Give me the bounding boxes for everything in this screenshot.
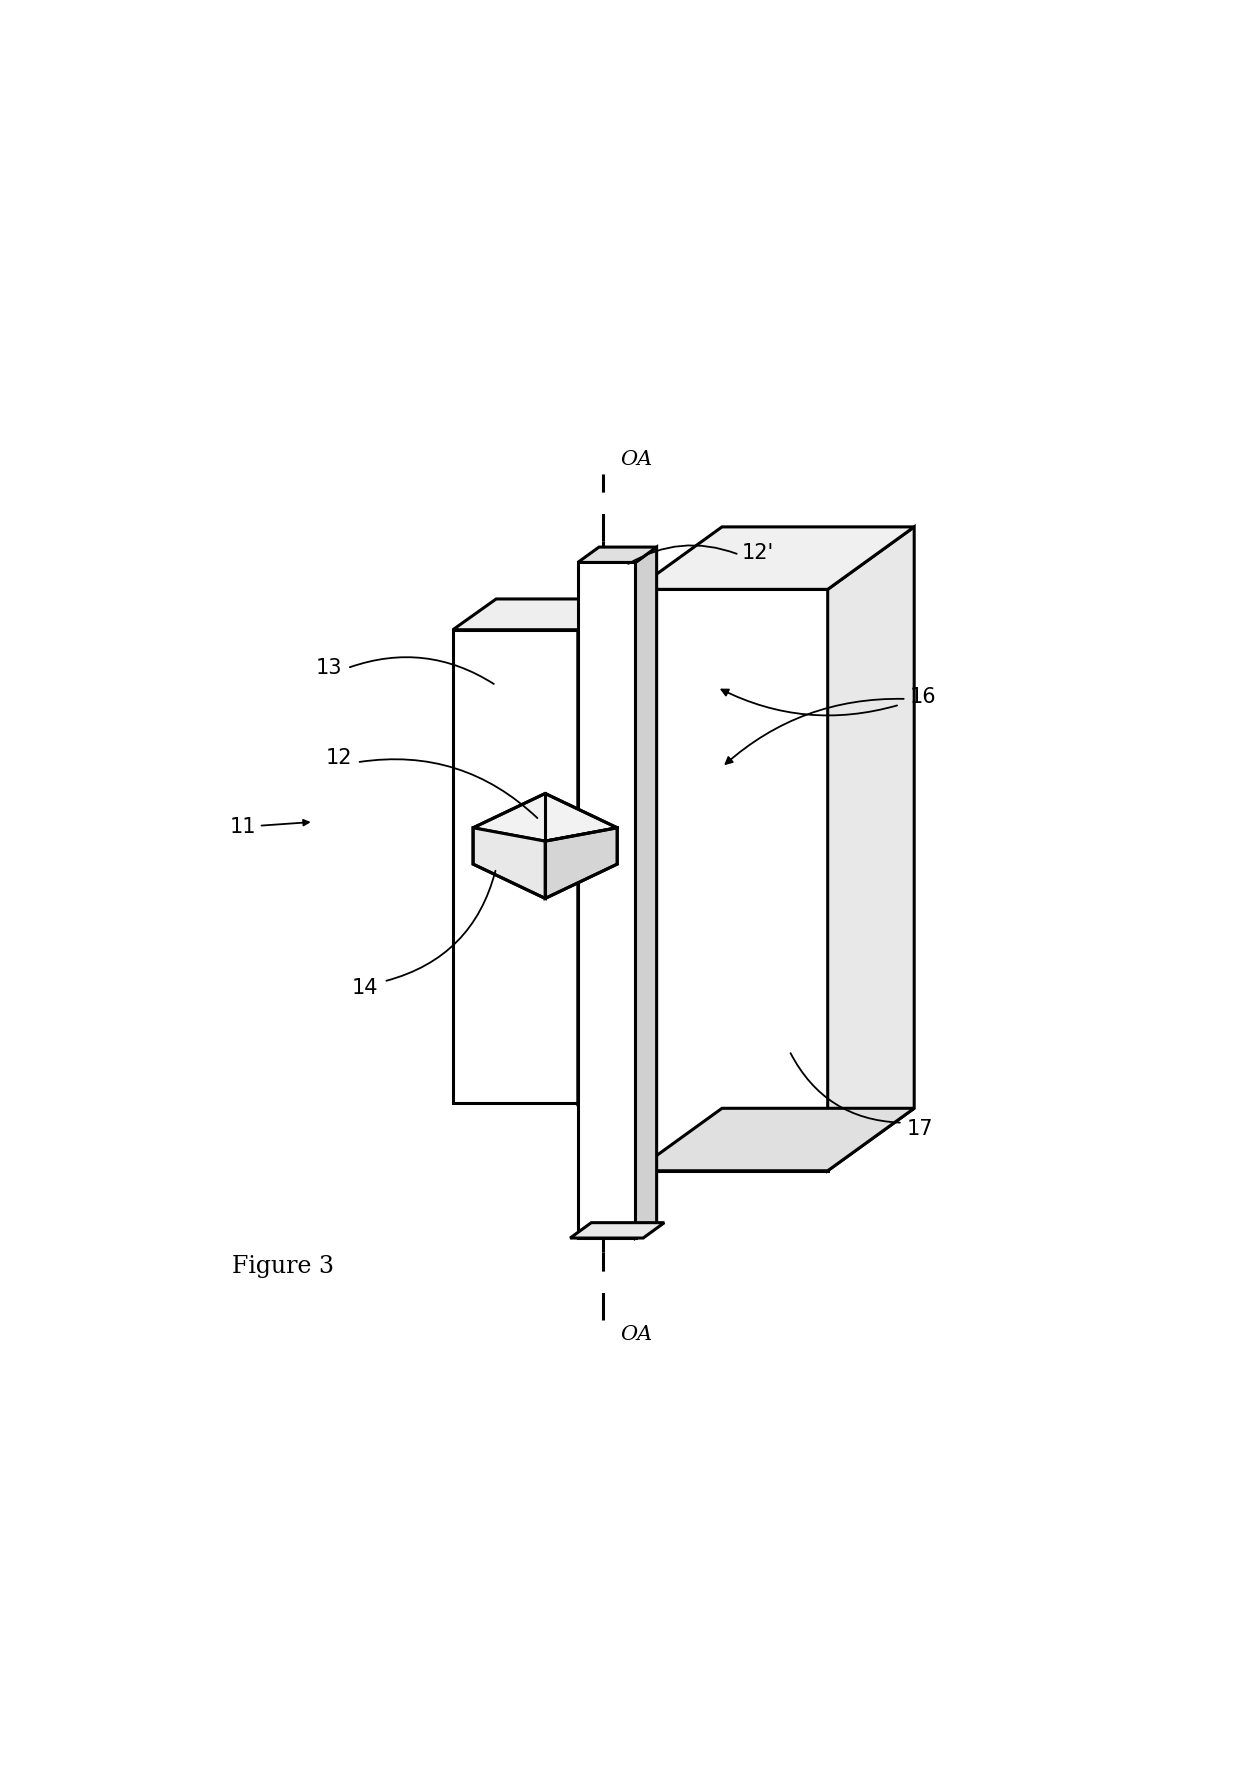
Text: 14: 14 bbox=[351, 979, 378, 998]
Text: 17: 17 bbox=[906, 1119, 932, 1140]
Text: Figure 3: Figure 3 bbox=[232, 1256, 334, 1279]
Polygon shape bbox=[635, 590, 828, 1170]
Text: 11: 11 bbox=[229, 817, 255, 836]
Polygon shape bbox=[635, 527, 914, 590]
Polygon shape bbox=[635, 1108, 914, 1170]
Text: OA: OA bbox=[620, 1325, 652, 1344]
Polygon shape bbox=[546, 828, 618, 899]
Polygon shape bbox=[578, 599, 621, 1103]
Text: 12: 12 bbox=[326, 748, 352, 767]
Text: OA: OA bbox=[620, 449, 652, 469]
Polygon shape bbox=[453, 630, 578, 1103]
Polygon shape bbox=[474, 828, 546, 899]
Polygon shape bbox=[828, 527, 914, 1170]
Polygon shape bbox=[570, 1222, 665, 1238]
Polygon shape bbox=[453, 599, 621, 630]
Polygon shape bbox=[474, 794, 618, 842]
Polygon shape bbox=[635, 547, 657, 1238]
Polygon shape bbox=[578, 563, 635, 1238]
Text: 12': 12' bbox=[742, 543, 774, 563]
Polygon shape bbox=[578, 547, 657, 563]
Text: 13: 13 bbox=[316, 659, 342, 678]
Text: 16: 16 bbox=[909, 687, 936, 707]
